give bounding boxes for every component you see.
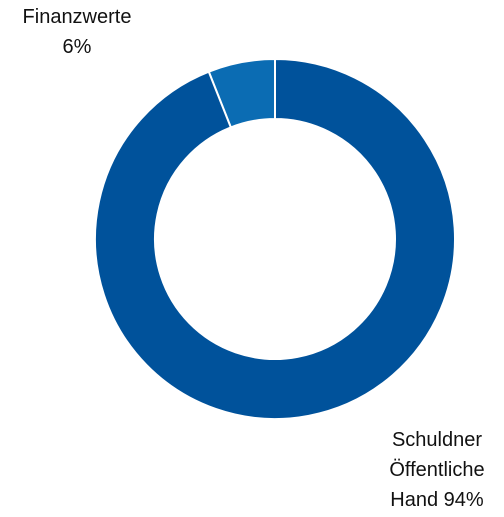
value-label: 94%: [443, 489, 484, 511]
category-label: Schuldner Öffentliche Hand: [389, 429, 485, 511]
slice-label: Finanzwerte 6%: [17, 2, 137, 62]
value-label: 6%: [62, 36, 92, 58]
category-label: Finanzwerte: [22, 6, 132, 28]
slice: [94, 57, 456, 420]
slice-label: Schuldner Öffentliche Hand 94%: [370, 425, 504, 515]
